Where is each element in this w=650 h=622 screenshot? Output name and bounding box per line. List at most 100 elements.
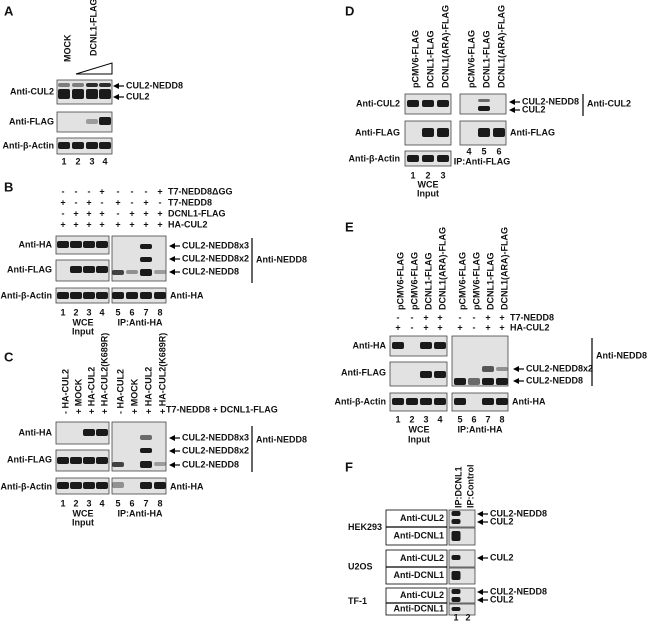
band xyxy=(112,292,124,299)
band xyxy=(482,398,494,405)
label: Anti-HA xyxy=(170,481,204,491)
lane-number: 5 xyxy=(115,307,120,317)
lane-number: 8 xyxy=(157,498,162,508)
band xyxy=(99,142,111,149)
band xyxy=(83,292,95,299)
band xyxy=(86,83,98,87)
band xyxy=(437,128,449,137)
sign: - xyxy=(75,197,78,207)
sign: + xyxy=(395,322,400,332)
sign: + xyxy=(86,197,91,207)
blot xyxy=(55,259,110,282)
band xyxy=(140,269,152,276)
sign: - xyxy=(131,186,134,196)
band xyxy=(58,142,70,149)
label: Anti-HA xyxy=(512,396,546,406)
band xyxy=(422,128,434,137)
label: IP:Anti-FLAG xyxy=(454,156,511,166)
lane-header: pCMV6-FLAG xyxy=(466,30,476,88)
band xyxy=(57,482,69,489)
band xyxy=(70,292,82,299)
lane-number: 1 xyxy=(60,498,65,508)
band xyxy=(420,398,432,405)
sign: - xyxy=(88,186,91,196)
label: Anti-HA xyxy=(353,340,387,350)
lane-number: 6 xyxy=(129,498,134,508)
sign: - xyxy=(473,322,476,332)
sign: + xyxy=(99,208,104,218)
band xyxy=(392,398,404,405)
band xyxy=(96,241,108,248)
band xyxy=(70,482,82,489)
label: CUL2-NEDD8 xyxy=(182,266,239,276)
lane-header: IP:DCNL1 xyxy=(453,466,463,508)
lane-header: pCMV6-FLAG xyxy=(471,252,481,310)
lane-number: 5 xyxy=(481,146,486,156)
lane-number: 4 xyxy=(99,307,104,317)
band xyxy=(96,429,108,436)
label: Anti-CUL2 xyxy=(10,86,54,96)
label: CUL2-NEDD8 xyxy=(526,375,583,385)
lane-number: 3 xyxy=(86,307,91,317)
arrow-head xyxy=(169,435,175,441)
blot xyxy=(55,449,110,472)
sign: + xyxy=(73,219,78,229)
label: CUL2-NEDD8 xyxy=(126,80,183,90)
arrow-head xyxy=(169,462,175,468)
sign: + xyxy=(485,312,490,322)
lane-header: pCMV6-FLAG xyxy=(409,252,419,310)
band xyxy=(70,457,82,464)
lane-number: 7 xyxy=(143,498,148,508)
band xyxy=(57,457,69,464)
label: T7-NEDD8ΔGG xyxy=(168,186,232,196)
blot xyxy=(448,603,476,616)
blot xyxy=(55,477,110,495)
band xyxy=(86,142,98,149)
label: HA-CUL2 xyxy=(510,322,550,332)
lane-number: 7 xyxy=(143,307,148,317)
wedge xyxy=(75,62,113,75)
band xyxy=(83,482,95,489)
label: IP:Anti-HA xyxy=(458,424,503,434)
blot xyxy=(55,421,110,445)
band xyxy=(112,270,124,275)
label: T7-NEDD8 + DCNL1-FLAG xyxy=(166,404,278,414)
label: HEK293 xyxy=(348,522,382,532)
sign: - xyxy=(145,186,148,196)
panel-label: C xyxy=(4,349,14,364)
label: TF-1 xyxy=(348,596,367,606)
label: Anti-HA xyxy=(170,290,204,300)
band xyxy=(482,378,494,385)
lane-number: 5 xyxy=(457,414,462,424)
lane-header: DCNL1-FLAG xyxy=(88,0,98,56)
sign: - xyxy=(459,312,462,322)
lane-number: 2 xyxy=(409,414,414,424)
sign: + xyxy=(143,208,148,218)
band xyxy=(478,106,490,111)
band xyxy=(496,367,508,371)
lane-header: pCMV6-FLAG xyxy=(457,252,467,310)
lane-number: 1 xyxy=(61,156,66,166)
lane-header: - HA-CUL2 xyxy=(115,369,125,414)
label: CUL2-NEDD8x2 xyxy=(182,445,249,455)
band xyxy=(434,342,446,349)
arrow-head xyxy=(477,511,483,517)
sign: + xyxy=(143,219,148,229)
lane-header: + MOCK xyxy=(129,378,139,414)
band xyxy=(58,89,70,99)
label: DCNL1-FLAG xyxy=(168,208,226,218)
blot xyxy=(459,93,507,115)
lane-number: 4 xyxy=(102,156,107,166)
blot xyxy=(56,111,113,133)
band xyxy=(70,266,82,273)
lane-number: 7 xyxy=(485,414,490,424)
sign: - xyxy=(117,208,120,218)
band xyxy=(420,371,432,378)
arrow-head xyxy=(169,243,175,249)
band xyxy=(407,155,419,162)
band xyxy=(496,398,508,405)
label: Anti-NEDD8 xyxy=(596,350,647,360)
band xyxy=(434,371,446,378)
lane-header: DCNL1(ARA)-FLAG xyxy=(496,5,506,88)
